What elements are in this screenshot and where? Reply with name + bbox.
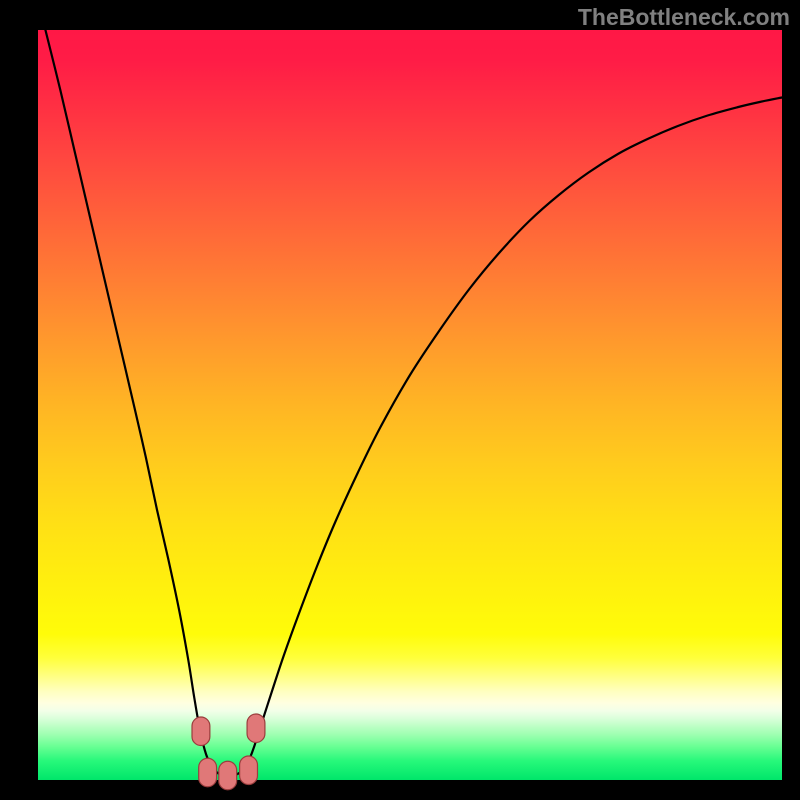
curve-marker xyxy=(219,761,237,790)
curve-marker xyxy=(247,714,265,743)
plot-background xyxy=(38,30,782,780)
chart-svg xyxy=(0,0,800,800)
curve-marker xyxy=(192,717,210,746)
curve-marker xyxy=(199,758,217,787)
chart-stage: TheBottleneck.com xyxy=(0,0,800,800)
watermark-text: TheBottleneck.com xyxy=(578,4,790,31)
curve-marker xyxy=(240,756,258,785)
